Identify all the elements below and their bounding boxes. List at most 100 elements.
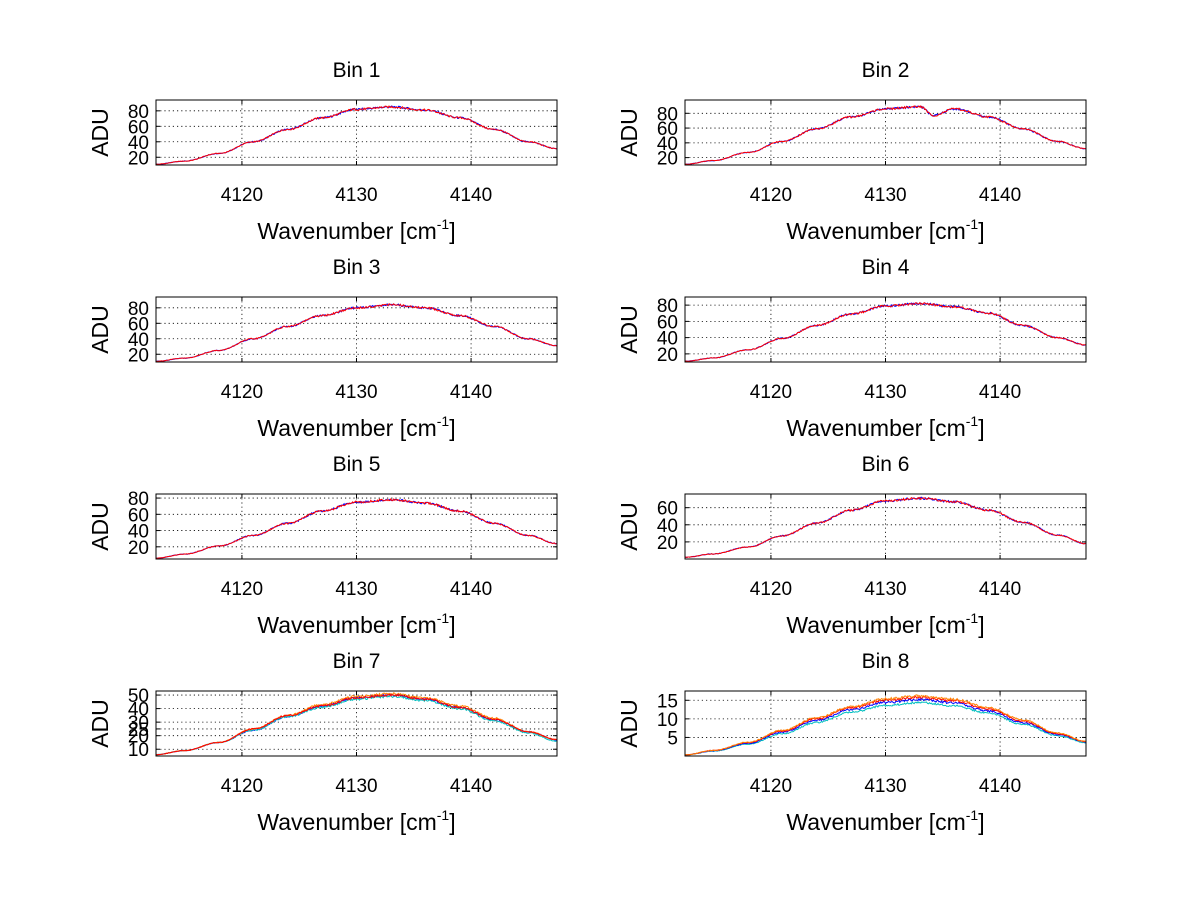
y-tick-label: 20 xyxy=(657,149,678,170)
x-tick-label: 4120 xyxy=(221,185,263,206)
x-tick-label: 4130 xyxy=(864,579,906,600)
x-tick-label: 4120 xyxy=(221,579,263,600)
x-tick-label: 4120 xyxy=(750,579,792,600)
panel-title: Bin 4 xyxy=(862,256,910,279)
y-tick-label: 80 xyxy=(128,102,149,123)
x-tick-label: 4120 xyxy=(750,185,792,206)
y-tick-label: 10 xyxy=(657,710,678,731)
x-tick-label: 4130 xyxy=(335,579,377,600)
series-line-3 xyxy=(684,695,1087,756)
y-tick-label: 50 xyxy=(128,686,149,707)
y-tick-label: 60 xyxy=(657,499,678,520)
series-line-1 xyxy=(684,496,1087,559)
x-tick-label: 4140 xyxy=(979,382,1021,403)
series-line-2 xyxy=(155,497,558,559)
y-tick-label: 40 xyxy=(128,522,149,543)
y-tick-label: 40 xyxy=(128,133,149,154)
x-tick-label: 4140 xyxy=(450,579,492,600)
x-axis-label: Wavenumber [cm-1] xyxy=(257,610,455,638)
panel-title: Bin 8 xyxy=(862,650,910,673)
series-line-2 xyxy=(684,697,1087,756)
x-tick-label: 4130 xyxy=(864,185,906,206)
x-axis-label: Wavenumber [cm-1] xyxy=(786,807,984,835)
y-axis-label: ADU xyxy=(616,305,642,354)
x-tick-label: 4120 xyxy=(221,382,263,403)
series-line-2 xyxy=(684,105,1087,165)
x-tick-label: 4130 xyxy=(335,382,377,403)
series-line-2 xyxy=(684,301,1087,362)
x-tick-label: 4130 xyxy=(864,382,906,403)
x-tick-label: 4130 xyxy=(335,776,377,797)
panel-title: Bin 3 xyxy=(333,256,381,279)
panel-title: Bin 1 xyxy=(333,59,381,82)
y-axis-label: ADU xyxy=(87,108,113,157)
y-tick-label: 20 xyxy=(128,538,149,559)
y-tick-label: 60 xyxy=(128,117,149,138)
y-tick-label: 40 xyxy=(657,516,678,537)
x-tick-label: 4130 xyxy=(864,776,906,797)
x-tick-label: 4140 xyxy=(450,776,492,797)
y-tick-label: 80 xyxy=(128,299,149,320)
series-line-2 xyxy=(155,105,558,165)
series-line-3 xyxy=(156,692,558,756)
y-tick-label: 80 xyxy=(128,489,149,510)
y-tick-label: 40 xyxy=(128,700,149,721)
y-tick-label: 60 xyxy=(128,314,149,335)
x-tick-label: 4120 xyxy=(221,776,263,797)
y-tick-label: 20 xyxy=(128,345,149,366)
y-tick-label: 30 xyxy=(128,713,149,734)
x-axis-label: Wavenumber [cm-1] xyxy=(786,610,984,638)
y-tick-label: 40 xyxy=(657,329,678,350)
x-tick-label: 4140 xyxy=(450,185,492,206)
y-tick-label: 10 xyxy=(128,740,149,761)
panel-title: Bin 6 xyxy=(862,453,910,476)
y-tick-label: 20 xyxy=(128,148,149,169)
x-axis-label: Wavenumber [cm-1] xyxy=(786,413,984,441)
series-line-2 xyxy=(155,303,558,362)
y-tick-label: 5 xyxy=(667,728,678,749)
y-tick-label: 40 xyxy=(657,134,678,155)
y-axis-label: ADU xyxy=(616,699,642,748)
x-tick-label: 4140 xyxy=(979,776,1021,797)
y-tick-label: 80 xyxy=(657,104,678,125)
x-tick-label: 4130 xyxy=(335,185,377,206)
y-axis-label: ADU xyxy=(616,502,642,551)
x-tick-label: 4120 xyxy=(750,776,792,797)
y-axis-label: ADU xyxy=(87,699,113,748)
x-axis-label: Wavenumber [cm-1] xyxy=(257,413,455,441)
y-axis-label: ADU xyxy=(616,108,642,157)
y-tick-label: 20 xyxy=(128,727,149,748)
x-tick-label: 4140 xyxy=(979,579,1021,600)
y-axis-label: ADU xyxy=(87,305,113,354)
x-tick-label: 4120 xyxy=(750,382,792,403)
y-tick-label: 20 xyxy=(657,345,678,366)
y-tick-label: 80 xyxy=(657,296,678,317)
series-line-1 xyxy=(685,701,1087,756)
y-tick-label: 15 xyxy=(657,691,678,712)
y-tick-label: 20 xyxy=(657,533,678,554)
x-axis-label: Wavenumber [cm-1] xyxy=(257,216,455,244)
series-line-4 xyxy=(155,693,558,756)
x-axis-label: Wavenumber [cm-1] xyxy=(257,807,455,835)
panel-title: Bin 7 xyxy=(333,650,381,673)
y-tick-label: 40 xyxy=(128,330,149,351)
y-tick-label: 60 xyxy=(657,119,678,140)
y-tick-label: 60 xyxy=(657,312,678,333)
y-tick-label: 60 xyxy=(128,505,149,526)
x-tick-label: 4140 xyxy=(979,185,1021,206)
y-axis-label: ADU xyxy=(87,502,113,551)
series-line-1 xyxy=(156,693,558,756)
panel-title: Bin 2 xyxy=(862,59,910,82)
series-line-2 xyxy=(684,496,1087,558)
x-axis-label: Wavenumber [cm-1] xyxy=(786,216,984,244)
x-tick-label: 4140 xyxy=(450,382,492,403)
